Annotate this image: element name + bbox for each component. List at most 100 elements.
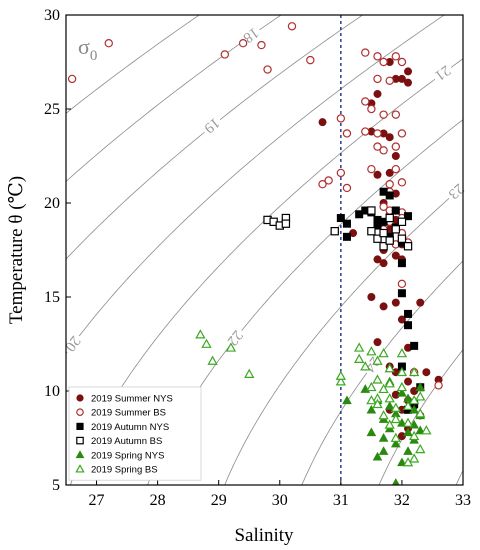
plot-frame [65, 14, 464, 486]
data-point [397, 129, 407, 138]
data-point [361, 127, 370, 136]
data-point [378, 383, 389, 394]
data-point [367, 206, 376, 215]
data-point [225, 342, 237, 352]
density-contour [66, 15, 445, 355]
data-point [367, 104, 376, 114]
data-point [379, 57, 388, 67]
data-point [379, 146, 388, 155]
density-contour [301, 260, 463, 485]
data-point [391, 110, 401, 119]
data-point [378, 348, 389, 358]
x-tick-label: 33 [455, 492, 471, 509]
data-point [366, 395, 377, 405]
data-point [396, 381, 408, 392]
data-point [385, 168, 394, 177]
data-point [391, 142, 401, 151]
data-point [372, 374, 383, 384]
data-point [385, 236, 394, 245]
data-point [390, 438, 401, 448]
data-point [384, 401, 395, 410]
x-tick-label: 32 [394, 492, 410, 509]
data-point [422, 368, 431, 377]
data-point [402, 457, 414, 467]
y-tick-label: 5 [52, 477, 60, 494]
data-point [384, 393, 395, 403]
data-point [373, 170, 382, 179]
data-point [384, 378, 395, 388]
density-contour [66, 15, 282, 182]
data-point [415, 408, 426, 418]
data-point [257, 40, 266, 50]
data-point [391, 298, 400, 307]
data-point [378, 433, 389, 442]
data-point [397, 289, 406, 298]
contour-label-mask [198, 112, 226, 140]
data-point [336, 168, 346, 178]
data-point [404, 78, 413, 87]
data-point [379, 228, 388, 238]
data-point [410, 341, 419, 350]
data-point [415, 443, 426, 454]
data-point [404, 321, 413, 330]
legend-label: 2019 Autumn BS [91, 436, 162, 447]
data-point [373, 142, 382, 151]
data-point [390, 413, 401, 424]
y-axis-title: Temperature θ (℃) [6, 176, 27, 324]
data-point [324, 176, 333, 185]
data-point [397, 387, 407, 397]
data-point [336, 214, 345, 223]
legend-label: 2019 Spring BS [91, 465, 158, 476]
data-point [342, 395, 352, 405]
data-point [396, 348, 408, 358]
data-point [379, 259, 388, 268]
x-axis-title: Salinity [234, 525, 294, 546]
data-point [415, 425, 426, 435]
data-point [287, 22, 297, 31]
data-point [397, 315, 406, 324]
data-point [306, 55, 315, 65]
data-point [318, 118, 327, 127]
data-point [434, 381, 443, 390]
data-point [379, 110, 388, 119]
legend-label: 2019 Summer BS [91, 408, 166, 419]
legend-label: 2019 Autumn NYS [91, 422, 169, 433]
contour-label: 20 [61, 333, 83, 355]
data-point [379, 242, 388, 251]
data-point [342, 232, 351, 241]
data-point [390, 402, 401, 412]
data-point [373, 129, 382, 138]
data-point [402, 400, 414, 410]
x-axis-ticks: 27 28 29 30 31 32 33 [89, 480, 471, 509]
data-point [403, 242, 413, 251]
data-point [404, 309, 413, 318]
data-point [366, 427, 377, 437]
data-point [392, 478, 400, 485]
data-point [373, 234, 382, 243]
density-contour [66, 15, 200, 114]
sigma-subscript: 0 [90, 48, 98, 64]
data-point [366, 381, 377, 392]
data-point [281, 219, 291, 228]
data-point [397, 234, 407, 243]
contour-label-mask [222, 325, 249, 352]
data-point [397, 432, 406, 441]
data-point [404, 377, 413, 386]
y-tick-label: 25 [44, 101, 60, 118]
data-point [385, 191, 394, 200]
y-tick-label: 15 [44, 289, 60, 306]
data-point [335, 376, 347, 386]
data-points [67, 22, 443, 485]
data-point [372, 451, 383, 461]
data-point [238, 39, 248, 48]
legend-marker [76, 422, 84, 431]
data-point [366, 404, 377, 414]
data-point [404, 212, 413, 221]
sigma-label: σ0 [78, 34, 97, 64]
x-tick-label: 27 [89, 492, 105, 509]
y-tick-label: 30 [44, 7, 60, 24]
x-tick-label: 30 [272, 492, 288, 509]
data-point [385, 76, 394, 86]
density-contour [66, 15, 364, 260]
data-point [391, 206, 400, 215]
